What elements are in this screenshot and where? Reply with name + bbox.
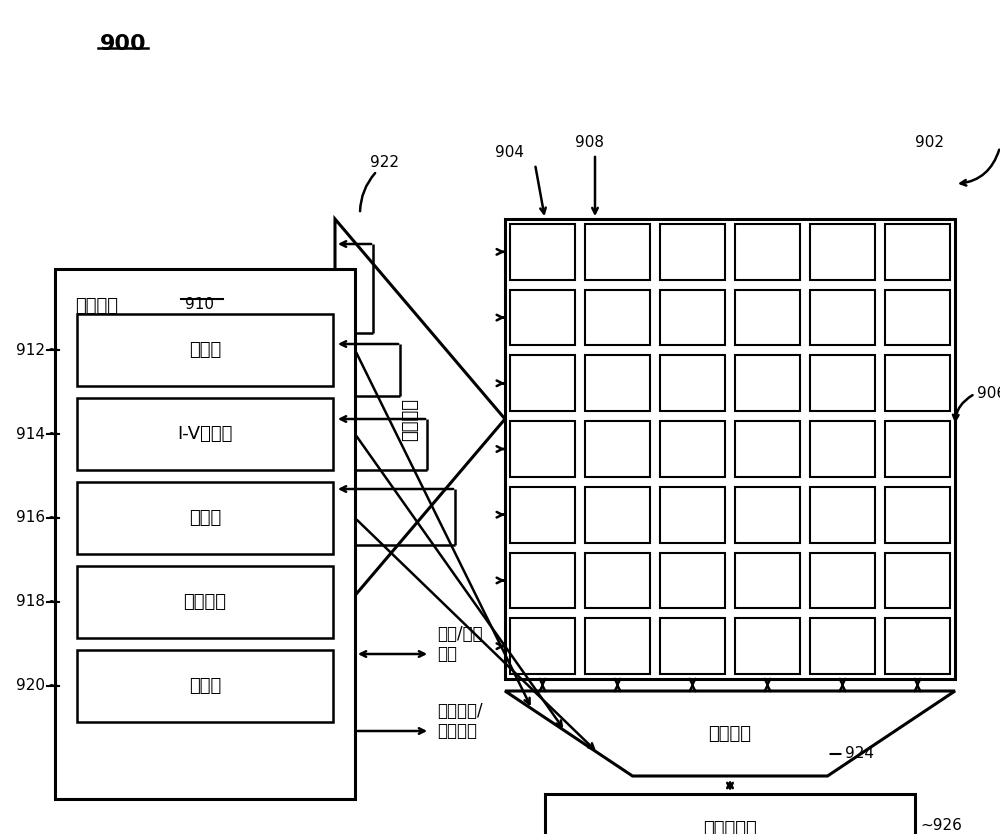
Bar bbox=[585, 553, 650, 608]
Bar bbox=[735, 553, 800, 608]
Text: 906: 906 bbox=[977, 386, 1000, 401]
Text: 916: 916 bbox=[16, 510, 45, 525]
Bar bbox=[660, 355, 725, 411]
Bar bbox=[77, 314, 333, 386]
Bar bbox=[510, 618, 575, 674]
Bar bbox=[885, 553, 950, 608]
Bar bbox=[505, 219, 955, 679]
Bar bbox=[810, 487, 875, 543]
Bar bbox=[735, 487, 800, 543]
Bar bbox=[660, 618, 725, 674]
Bar bbox=[660, 487, 725, 543]
Bar bbox=[585, 224, 650, 279]
Text: I-V转换器: I-V转换器 bbox=[177, 425, 233, 443]
Text: 列解码器: 列解码器 bbox=[708, 725, 752, 742]
Text: ~: ~ bbox=[48, 510, 58, 524]
Bar bbox=[660, 421, 725, 477]
Bar bbox=[735, 355, 800, 411]
Bar bbox=[885, 224, 950, 279]
Bar bbox=[585, 355, 650, 411]
Bar bbox=[545, 794, 915, 834]
Text: 922: 922 bbox=[370, 155, 399, 170]
Bar bbox=[885, 289, 950, 345]
Bar bbox=[735, 618, 800, 674]
Text: 924: 924 bbox=[846, 746, 874, 761]
Bar bbox=[55, 269, 355, 799]
Bar bbox=[510, 355, 575, 411]
Text: 900: 900 bbox=[100, 34, 147, 54]
Text: 参考电流/
参考电压: 参考电流/ 参考电压 bbox=[437, 701, 483, 741]
Bar bbox=[77, 650, 333, 722]
Text: 902: 902 bbox=[915, 135, 944, 150]
Bar bbox=[660, 224, 725, 279]
Bar bbox=[810, 355, 875, 411]
Text: 处理器: 处理器 bbox=[189, 341, 221, 359]
Bar bbox=[585, 421, 650, 477]
Bar bbox=[77, 482, 333, 554]
Text: 比较器: 比较器 bbox=[189, 677, 221, 695]
Bar bbox=[510, 487, 575, 543]
Bar bbox=[885, 487, 950, 543]
Bar bbox=[885, 355, 950, 411]
Polygon shape bbox=[335, 219, 505, 619]
Text: ~: ~ bbox=[48, 343, 58, 355]
Bar bbox=[735, 224, 800, 279]
Text: 行解码器: 行解码器 bbox=[401, 398, 419, 440]
Bar bbox=[585, 487, 650, 543]
Bar bbox=[885, 421, 950, 477]
Bar bbox=[510, 224, 575, 279]
Text: ~: ~ bbox=[48, 426, 58, 440]
Bar bbox=[660, 289, 725, 345]
Bar bbox=[585, 618, 650, 674]
Bar bbox=[810, 553, 875, 608]
Text: 电容器: 电容器 bbox=[189, 509, 221, 527]
Text: 感测放大器: 感测放大器 bbox=[703, 820, 757, 834]
Text: 914: 914 bbox=[16, 426, 45, 441]
Text: 910: 910 bbox=[185, 297, 214, 312]
Bar bbox=[810, 224, 875, 279]
Bar bbox=[660, 553, 725, 608]
Bar bbox=[77, 398, 333, 470]
Polygon shape bbox=[505, 691, 955, 776]
Text: 904: 904 bbox=[495, 145, 524, 160]
Text: ~: ~ bbox=[48, 595, 58, 607]
Text: 控制电路: 控制电路 bbox=[75, 297, 118, 315]
Text: ~: ~ bbox=[48, 679, 58, 691]
Bar bbox=[885, 618, 950, 674]
Text: ~926: ~926 bbox=[920, 817, 962, 832]
Bar bbox=[77, 566, 333, 638]
Bar bbox=[810, 289, 875, 345]
Text: 918: 918 bbox=[16, 595, 45, 610]
Bar bbox=[810, 618, 875, 674]
Bar bbox=[510, 421, 575, 477]
Bar bbox=[510, 553, 575, 608]
Text: 920: 920 bbox=[16, 679, 45, 694]
Bar bbox=[510, 289, 575, 345]
Bar bbox=[810, 421, 875, 477]
Text: 908: 908 bbox=[575, 135, 604, 150]
Bar bbox=[585, 289, 650, 345]
Text: 输入/输出
数据: 输入/输出 数据 bbox=[437, 625, 483, 663]
Text: 912: 912 bbox=[16, 343, 45, 358]
Bar bbox=[735, 289, 800, 345]
Text: 平均电路: 平均电路 bbox=[184, 593, 226, 611]
Bar bbox=[735, 421, 800, 477]
